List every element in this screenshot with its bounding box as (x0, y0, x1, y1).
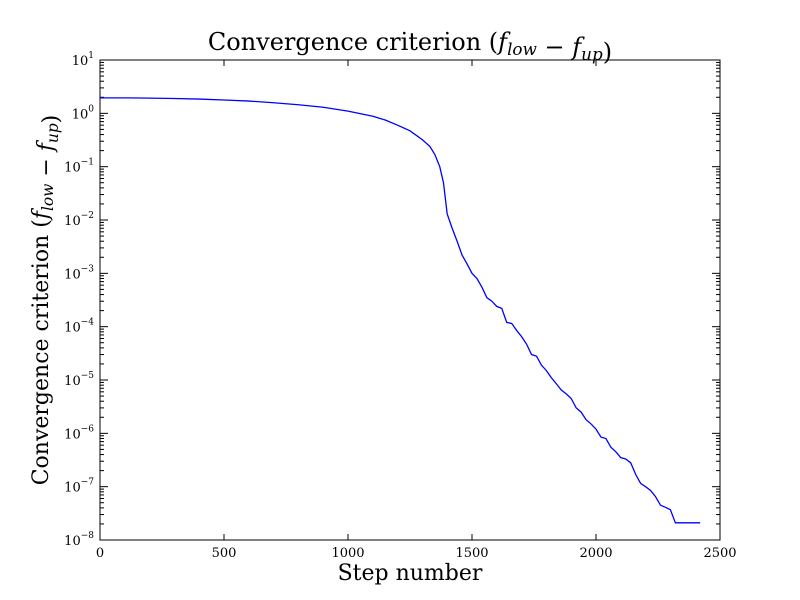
y-axis-label: Convergence criterion (flow − fup) (29, 115, 64, 486)
y-tick-label: 10−5 (64, 371, 94, 389)
x-tick-label: 0 (96, 546, 104, 561)
y-tick-label: 10−8 (64, 531, 94, 549)
y-tick-label: 10−3 (64, 264, 94, 282)
plot-frame (99, 59, 721, 541)
y-tick-label: 10−7 (64, 478, 94, 496)
x-tick-label: 2000 (579, 546, 612, 561)
y-tick-label: 10−4 (64, 318, 94, 336)
series-layer (100, 97, 701, 524)
y-tick-label: 10−2 (64, 211, 94, 229)
x-axis-label: Step number (338, 561, 483, 586)
y-tick-label: 10−6 (64, 424, 94, 442)
y-tick-label: 10−1 (64, 158, 94, 176)
x-tick-label: 1500 (455, 546, 488, 561)
x-tick-label: 1000 (331, 546, 364, 561)
y-tick-label: 101 (72, 51, 94, 69)
series-line (100, 97, 701, 524)
x-tick-label: 500 (212, 546, 237, 561)
x-tick-label: 2500 (703, 546, 736, 561)
x-axis-ticks: 0 500 1000 1500 2000 2500 (96, 60, 737, 561)
y-tick-label: 100 (72, 104, 95, 122)
y-axis-ticks: 101 100 10−1 10−2 10−3 10−4 10−5 10−6 10−7 10−8 (64, 51, 720, 549)
